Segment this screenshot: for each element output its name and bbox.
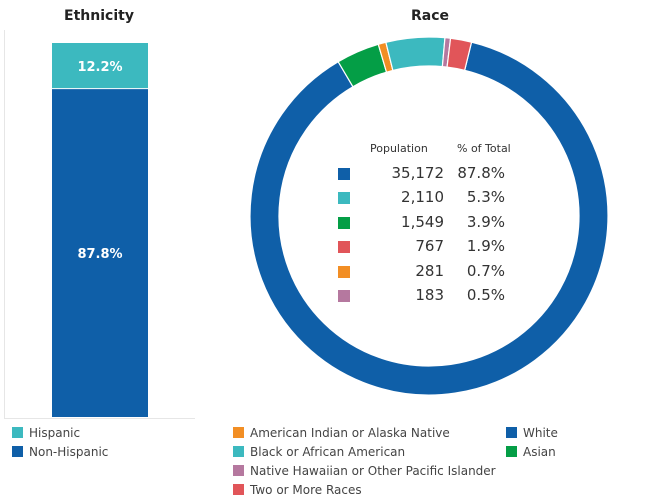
bar-hispanic [52, 43, 148, 89]
race-row-american-indian-or-alaska-native: 281 0.7% [330, 262, 530, 282]
race-row-percent: 0.7% [466, 261, 505, 280]
race-row-swatch [338, 290, 350, 302]
legend-label: Two or More Races [250, 483, 362, 497]
race-row-swatch [338, 216, 350, 229]
race-row-swatch [338, 192, 350, 205]
race-row-population: 2,110 [401, 188, 444, 207]
bar-non-hispanic [52, 88, 148, 418]
legend-label: Hispanic [29, 426, 81, 440]
legend-item-native-hawaiian-or-other-pacific-islander[interactable]: Native Hawaiian or Other Pacific Islande… [233, 463, 496, 479]
race-row-asian: 1,549 3.9% [330, 213, 530, 233]
legend-swatch [506, 427, 517, 438]
race-row-percent: 3.9% [466, 212, 505, 231]
slice-white [249, 41, 609, 396]
bar-label-hispanic: 12.2% [77, 60, 122, 75]
race-row-percent: 1.9% [466, 237, 505, 256]
race-row-two-or-more-races: 767 1.9% [330, 237, 530, 257]
race-row-native-hawaiian-or-other-pacific-islander: 183 0.5% [330, 286, 530, 306]
race-donut-chart [249, 36, 609, 396]
ethnicity-chart-frame [4, 30, 195, 419]
race-row-black-or-african-american: 2,110 5.3% [330, 188, 530, 208]
legend-label: American Indian or Alaska Native [250, 426, 450, 440]
legend-swatch [12, 446, 23, 457]
race-row-swatch [338, 265, 350, 278]
legend-label: Native Hawaiian or Other Pacific Islande… [250, 464, 496, 478]
bar-label-non-hispanic: 87.8% [77, 247, 122, 262]
race-title: Race [410, 8, 450, 24]
population-header: Population [370, 142, 428, 155]
race-row-percent: 0.5% [466, 286, 505, 304]
race-row-population: 35,172 [391, 164, 445, 182]
legend-item-non-hispanic[interactable]: Non-Hispanic [12, 444, 108, 460]
ethnicity-title: Ethnicity [64, 8, 134, 24]
legend-label: Black or African American [250, 445, 406, 459]
legend-item-asian[interactable]: Asian [506, 444, 556, 460]
ethnicity-bar-chart: 87.8% 12.2% [52, 43, 148, 418]
legend-label: White [523, 426, 558, 440]
legend-swatch [506, 446, 517, 457]
legend-swatch [233, 427, 244, 438]
legend-item-two-or-more-races[interactable]: Two or More Races [233, 482, 362, 498]
legend-swatch [233, 446, 244, 457]
legend-item-american-indian-or-alaska-native[interactable]: American Indian or Alaska Native [233, 425, 450, 441]
race-row-population: 767 [415, 237, 444, 256]
legend-swatch [233, 465, 244, 476]
legend-item-white[interactable]: White [506, 425, 558, 441]
race-row-population: 1,549 [401, 212, 444, 231]
legend-label: Non-Hispanic [29, 445, 109, 459]
legend-label: Asian [523, 445, 556, 459]
race-row-percent: 87.8% [457, 164, 505, 182]
race-row-percent: 5.3% [466, 188, 505, 207]
slice-black-or-african-american [385, 36, 446, 72]
legend-swatch [12, 427, 23, 438]
race-row-population: 183 [415, 286, 444, 304]
legend-item-hispanic[interactable]: Hispanic [12, 425, 80, 441]
race-row-population: 281 [415, 261, 444, 280]
slice-two-or-more-races [446, 37, 473, 72]
race-row-swatch [338, 168, 350, 180]
legend-item-black-or-african-american[interactable]: Black or African American [233, 444, 405, 460]
percent-header: % of Total [457, 142, 511, 155]
race-row-white: 35,172 87.8% [330, 164, 530, 184]
legend-swatch [233, 484, 244, 495]
race-row-swatch [338, 241, 350, 254]
